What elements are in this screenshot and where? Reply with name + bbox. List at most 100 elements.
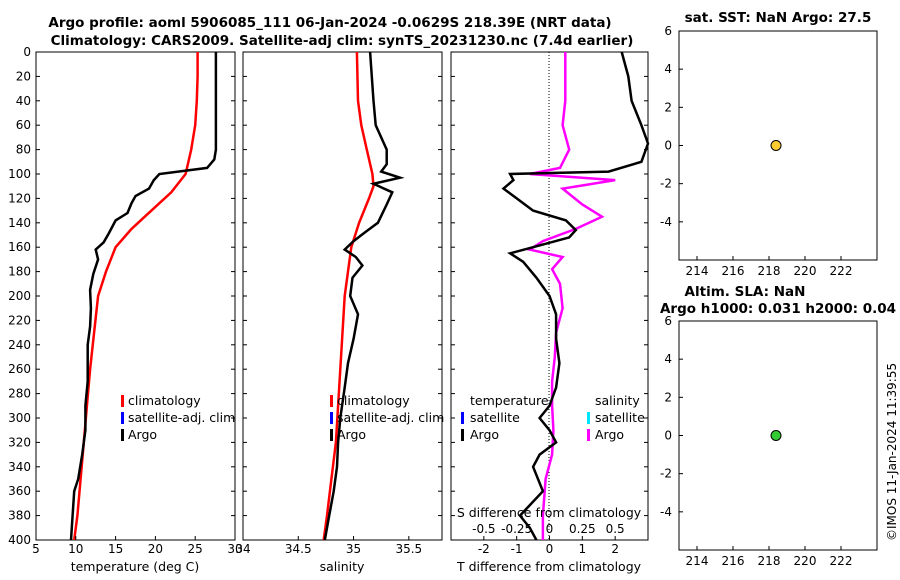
sal-panel-frame [242,51,443,541]
scatter-x-tick-label: 216 [722,554,745,568]
x-tick-label: 20 [148,542,163,556]
legend-label-argo: Argo [337,427,366,442]
legend-label-satellite: satellite-adj. clim [337,410,444,425]
sst-title: sat. SST: NaN Argo: 27.5 [685,10,872,26]
legend-swatch-climatology [330,395,333,407]
scatter-x-tick-label: 220 [794,554,817,568]
legend-swatch-s-satellite [587,412,590,424]
timestamp: ©IMOS 11-Jan-2024 11:39:55 [885,363,899,541]
depth-tick-label: 60 [16,118,31,132]
x-top-tick-label: -0.5 [472,522,495,536]
legend-swatch-climatology [121,395,124,407]
legend-label-t-satellite: satellite [470,410,520,425]
scatter-x-tick-label: 218 [758,264,781,278]
scatter-y-tick-label: -2 [660,177,672,191]
scatter-y-tick-label: -2 [660,467,672,481]
temp-climatology-line [72,52,199,541]
temp-legend: climatology satellite-adj. clim Argo [121,393,235,442]
depth-tick-label: 40 [16,94,31,108]
depth-tick-label: 300 [8,411,31,425]
x-tick-label: 30 [227,542,242,556]
legend-label-climatology: climatology [337,393,410,408]
x-top-tick-label: -0.25 [501,522,532,536]
diff-xlabel-top: S difference from climatology [457,505,642,520]
legend-swatch-satellite [121,412,124,424]
legend-swatch-t-argo [461,429,464,441]
scatter-x-tick-label: 222 [830,264,853,278]
legend-label-climatology: climatology [128,393,201,408]
scatter-y-tick-label: 2 [664,100,672,114]
depth-tick-label: 340 [8,460,31,474]
x-tick-label: -2 [478,542,490,556]
scatter-x-tick-label: 218 [758,554,781,568]
depth-tick-label: 100 [8,167,31,181]
x-tick-label: -1 [511,542,523,556]
title-line1: Argo profile: aoml 5906085_111 06-Jan-20… [48,15,611,31]
depth-tick-label: 140 [8,216,31,230]
legend-label-argo: Argo [128,427,157,442]
legend-label-satellite: satellite-adj. clim [128,410,235,425]
depth-tick-label: 180 [8,265,31,279]
scatter-y-tick-label: -4 [660,215,672,229]
x-tick-label: 15 [108,542,123,556]
diff-temperature-line [501,51,650,541]
scatter-y-tick-label: -4 [660,505,672,519]
x-tick-label: 0 [546,542,554,556]
depth-tick-label: 360 [8,484,31,498]
scatter-y-tick-label: 0 [664,139,672,153]
depth-tick-label: 220 [8,313,31,327]
x-tick-label: 34.5 [285,542,312,556]
temp-panel-frame [35,51,236,541]
legend-swatch-t-satellite [461,412,464,424]
sla-marker [770,430,782,441]
x-tick-label: 2 [611,542,619,556]
sal-argo-line [323,51,405,541]
temp-xlabel: temperature (deg C) [71,559,200,574]
x-tick-label: 35 [346,542,361,556]
legend-label-s-argo: Argo [595,427,624,442]
legend-label-t-argo: Argo [470,427,499,442]
depth-tick-label: 20 [16,69,31,83]
x-top-tick-label: 0 [546,522,554,536]
scatter-y-tick-label: 4 [664,62,672,76]
legend-label-salinity: salinity [595,393,640,408]
sla-title-1: Altim. SLA: NaN [685,284,806,300]
sst-marker [770,140,782,151]
sal-xlabel: salinity [320,559,365,574]
title-line2: Climatology: CARS2009. Satellite-adj cli… [51,33,634,49]
legend-swatch-s-argo [587,429,590,441]
diff-legend: temperature satellite Argo salinity sate… [461,393,645,442]
legend-swatch-satellite [330,412,333,424]
depth-tick-label: 120 [8,191,31,205]
depth-tick-label: 280 [8,387,31,401]
scatter-x-tick-label: 214 [686,554,709,568]
x-tick-label: 10 [68,542,83,556]
depth-tick-label: 200 [8,289,31,303]
sla-title-2: Argo h1000: 0.031 h2000: 0.04 [660,301,896,317]
sal-climatology-line [322,51,375,541]
scatter-y-tick-label: 0 [664,429,672,443]
scatter-x-tick-label: 216 [722,264,745,278]
scatter-y-tick-label: 6 [664,314,672,328]
sal-legend: climatology satellite-adj. clim Argo [330,393,444,442]
generated-ticks: 0204060801001201401601802002202402602803… [8,24,852,568]
depth-tick-label: 160 [8,240,31,254]
x-tick-label: 34 [235,542,250,556]
legend-label-s-satellite: satellite [595,410,645,425]
depth-tick-label: 240 [8,338,31,352]
x-tick-label: 35.5 [395,542,422,556]
scatter-y-tick-label: 4 [664,352,672,366]
scatter-x-tick-label: 222 [830,554,853,568]
temp-argo-line [69,52,218,541]
depth-tick-label: 0 [23,45,31,59]
x-tick-label: 1 [579,542,587,556]
x-tick-label: 25 [188,542,203,556]
legend-label-temperature: temperature [470,393,549,408]
scatter-y-tick-label: 6 [664,24,672,38]
legend-swatch-argo [330,429,333,441]
depth-tick-label: 80 [16,143,31,157]
depth-tick-label: 400 [8,533,31,547]
depth-tick-label: 320 [8,435,31,449]
x-tick-label: 5 [32,542,40,556]
